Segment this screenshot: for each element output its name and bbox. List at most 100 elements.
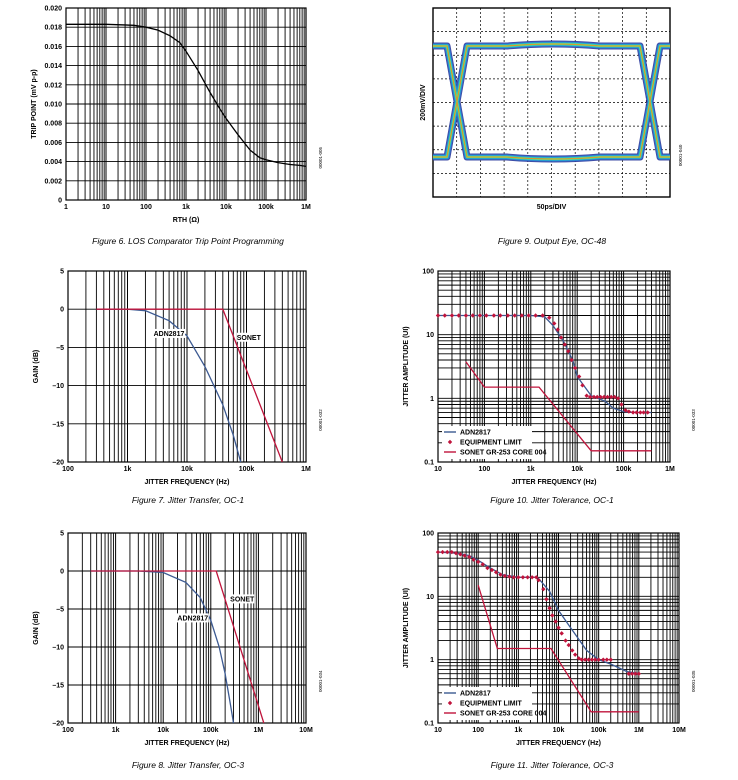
equipment-limit-marker	[634, 410, 639, 415]
y-tick-label: 0.008	[44, 121, 62, 128]
equipment-limit-marker	[449, 549, 454, 555]
figure-doc-id: 00001-032	[318, 409, 323, 431]
equipment-limit-marker	[547, 605, 552, 611]
x-tick-label: 10k	[571, 466, 583, 473]
x-tick-label: 100k	[591, 727, 607, 734]
equipment-limit-marker	[525, 575, 530, 580]
y-tick-label: –5	[56, 607, 64, 614]
y-tick-label: 1	[430, 657, 434, 664]
equipment-limit-marker	[435, 549, 441, 555]
x-tick-label: 10M	[672, 727, 686, 734]
equipment-limit-marker	[626, 409, 632, 414]
figure-caption: Figure 10. Jitter Tolerance, OC-1	[490, 495, 614, 505]
y-tick-label: –5	[56, 345, 64, 352]
figure-doc-id: 00001-034	[318, 670, 323, 692]
y-tick-label: 0.010	[44, 102, 62, 109]
x-tick-label: 10	[434, 466, 442, 473]
y-tick-label: 5	[60, 531, 64, 538]
equipment-limit-marker	[615, 396, 621, 401]
equipment-limit-marker	[556, 625, 561, 630]
equipment-limit-marker	[442, 313, 447, 318]
x-tick-label: 1M	[634, 727, 644, 734]
x-axis-label: RTH (Ω)	[173, 217, 200, 224]
equipment-limit-marker	[467, 554, 472, 560]
x-tick-label: 100	[140, 204, 152, 211]
equipment-limit-marker	[576, 374, 582, 379]
y-tick-label: 100	[422, 531, 434, 538]
equipment-limit-marker	[582, 657, 588, 662]
equipment-limit-marker	[498, 313, 503, 318]
annotation-adn2817: ADN2817	[177, 615, 208, 622]
equipment-limit-marker	[605, 394, 610, 400]
equipment-limit-marker	[493, 570, 499, 575]
y-tick-label: 0.016	[44, 44, 62, 51]
figure-1: 1 10 100 1k 10k 100k 1M 0 0.002 0.004 0.006 0.008 0.…	[31, 6, 323, 247]
figure-4: 10 100 1k 10k 100k 1M 100 10 1 0.1 JITTER FREQUENC…	[403, 269, 696, 506]
equipment-limit-marker	[516, 575, 521, 580]
equipment-limit-marker	[534, 575, 539, 580]
equipment-limit-marker	[491, 313, 497, 318]
equipment-limit-marker	[489, 567, 495, 573]
equipment-limit-marker	[623, 408, 628, 413]
y-axis-label: GAIN (dB)	[33, 611, 40, 644]
equipment-limit-marker	[580, 383, 585, 388]
y-axis-label: JITTER AMPLITUDE (UI)	[403, 326, 410, 406]
equipment-limit-marker	[630, 410, 636, 415]
y-tick-label: –20	[52, 721, 64, 728]
y-tick-label: 1	[430, 396, 434, 403]
equipment-limit-marker	[435, 313, 441, 318]
x-tick-label: 1M	[301, 204, 311, 211]
x-tick-label: 100k	[258, 204, 274, 211]
equipment-limit-marker	[598, 394, 603, 400]
series-line-adn2817	[437, 551, 639, 675]
equipment-limit-marker	[633, 671, 638, 676]
equipment-limit-marker	[511, 575, 516, 580]
equipment-limit-marker	[453, 550, 459, 556]
y-axis-label: JITTER AMPLITUDE (UI)	[403, 588, 410, 668]
equipment-limit-marker	[555, 327, 560, 332]
equipment-limit-marker	[544, 597, 549, 602]
eye-trace	[433, 43, 670, 160]
figure-6: 10 100 1k 10k 100k 1M 10M 100 10 1 0.1 JITTER FREQU…	[403, 531, 696, 771]
annotation-sonet: SONET	[230, 596, 255, 603]
x-tick-label: 100	[62, 727, 74, 734]
y-tick-label: 0.002	[44, 178, 62, 185]
legend-entry: EQUIPMENT LIMIT	[460, 440, 523, 447]
equipment-limit-marker	[475, 559, 481, 565]
equipment-limit-marker	[536, 577, 541, 583]
x-axis-label: 50ps/DIV	[537, 204, 567, 211]
equipment-limit-marker	[586, 657, 591, 662]
equipment-limit-marker	[626, 671, 631, 676]
x-tick-label: 100k	[203, 727, 219, 734]
x-tick-label: 1M	[301, 466, 311, 473]
legend-entry: ADN2817	[460, 691, 491, 698]
x-axis-label: JITTER FREQUENCY (Hz)	[516, 740, 601, 747]
equipment-limit-marker	[462, 553, 467, 558]
y-tick-label: –20	[52, 460, 64, 467]
annotation-bg	[153, 328, 185, 338]
legend-entry: EQUIPMENT LIMIT	[460, 701, 523, 708]
equipment-limit-marker	[587, 394, 593, 400]
y-tick-label: 0	[60, 569, 64, 576]
figure-doc-id: 00001-005	[318, 147, 323, 169]
x-axis-label: JITTER FREQUENCY (Hz)	[144, 740, 229, 747]
figure-5: 100 1k 10k 100k 1M 10M 5 0 –5 –10 –15 –20 JITTER FRE…	[33, 531, 323, 771]
annotation-adn2817: ADN2817	[154, 331, 185, 338]
equipment-limit-marker	[463, 313, 469, 318]
equipment-limit-marker	[520, 575, 526, 580]
plot-frame	[437, 532, 680, 724]
annotation-sonet: SONET	[237, 335, 262, 342]
equipment-limit-marker	[484, 313, 489, 318]
equipment-limit-marker	[638, 410, 643, 415]
x-tick-label: 1k	[124, 466, 132, 473]
x-tick-label: 10M	[299, 727, 313, 734]
x-tick-label: 10	[434, 727, 442, 734]
x-tick-label: 1k	[527, 466, 535, 473]
equipment-limit-marker	[569, 357, 574, 363]
y-tick-label: –15	[52, 683, 64, 690]
legend-box	[442, 687, 532, 720]
plot-frame	[437, 270, 671, 463]
y-tick-label: 100	[422, 269, 434, 276]
equipment-limit-marker	[593, 657, 598, 662]
